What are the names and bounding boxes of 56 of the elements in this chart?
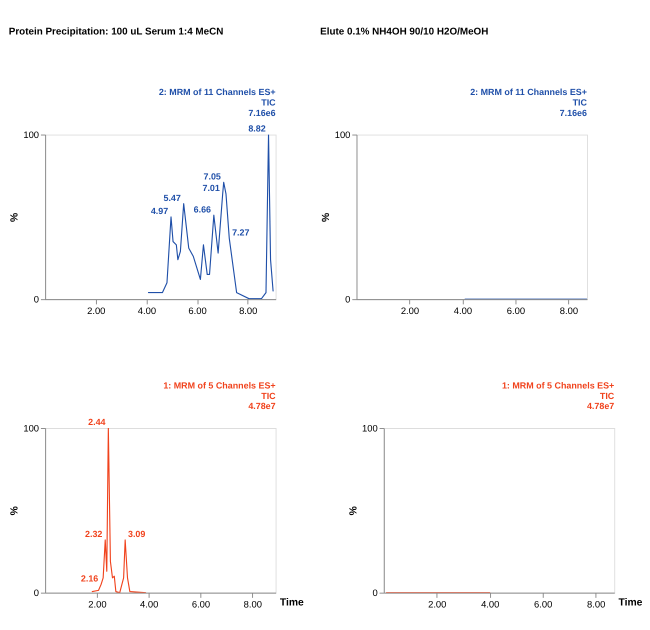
- annotation: 2.16: [80, 574, 98, 584]
- y-tick-label: 0: [372, 586, 378, 598]
- text: 7.16e6: [560, 108, 588, 118]
- y-axis-title: %: [10, 212, 21, 222]
- x-tick-label: 8.00: [244, 598, 262, 610]
- annotation: 3.09: [128, 529, 146, 540]
- annotation: 2.44: [88, 417, 106, 428]
- y-tick-label: 100: [362, 422, 378, 434]
- text: 4.78e7: [586, 401, 614, 412]
- chart-title: Elute 0.1% NH4OH 90/10 H2O/MeOH: [320, 26, 488, 38]
- text: TIC: [261, 390, 276, 401]
- x-tick-label: 4.00: [138, 304, 156, 316]
- x-axis-title: Time: [280, 597, 304, 608]
- x-tick-label: 8.00: [587, 598, 606, 610]
- y-tick-label: 0: [34, 293, 40, 304]
- annotation: 7.05: [204, 171, 221, 182]
- text: 1: MRM of 5 Channels ES+: [163, 380, 276, 391]
- x-tick-label: 4.00: [140, 598, 158, 610]
- x-tick-label: 2.00: [428, 598, 446, 610]
- text: 4.78e7: [248, 401, 276, 412]
- x-tick-label: 6.00: [534, 598, 552, 610]
- y-tick-label: 100: [334, 128, 350, 140]
- annotation: 6.66: [194, 204, 212, 214]
- y-tick-label: 100: [23, 128, 40, 140]
- x-tick-label: 8.00: [239, 304, 258, 316]
- x-tick-label: 2.00: [87, 304, 106, 316]
- x-tick-label: 2.00: [400, 304, 420, 316]
- y-tick-label: 0: [34, 586, 40, 598]
- text: 2: MRM of 11 Channels ES+: [158, 87, 276, 98]
- x-tick-label: 4.00: [481, 598, 500, 610]
- y-axis-title: %: [348, 506, 360, 516]
- line-series: [148, 134, 274, 300]
- text: TIC: [600, 390, 615, 401]
- text: 2: MRM of 11 Channels ES+: [470, 87, 587, 98]
- y-tick-label: 0: [345, 293, 350, 304]
- text: 1: MRM of 5 Channels ES+: [502, 380, 614, 391]
- annotation: 8.82: [248, 124, 266, 134]
- x-tick-label: 6.00: [192, 598, 210, 610]
- x-tick-label: 2.00: [88, 598, 107, 610]
- y-axis-title: %: [321, 212, 332, 222]
- annotation: 7.27: [232, 227, 250, 238]
- annotation: 4.97: [150, 206, 168, 216]
- text: TIC: [572, 97, 588, 108]
- x-axis-title: Time: [618, 597, 643, 608]
- x-tick-label: 6.00: [506, 304, 526, 316]
- chart-title: Protein Precipitation: 100 uL Serum 1:4 MeCN: [8, 26, 224, 38]
- annotation: 2.32: [85, 529, 102, 540]
- text: 7.16e6: [248, 108, 276, 118]
- y-axis-title: %: [10, 506, 21, 516]
- annotation: 5.47: [163, 192, 181, 203]
- annotation: 7.01: [202, 183, 220, 194]
- y-tick-label: 100: [23, 422, 40, 434]
- x-tick-label: 8.00: [560, 304, 578, 316]
- x-tick-label: 4.00: [454, 304, 472, 316]
- x-tick-label: 6.00: [188, 304, 207, 316]
- text: TIC: [261, 97, 276, 108]
